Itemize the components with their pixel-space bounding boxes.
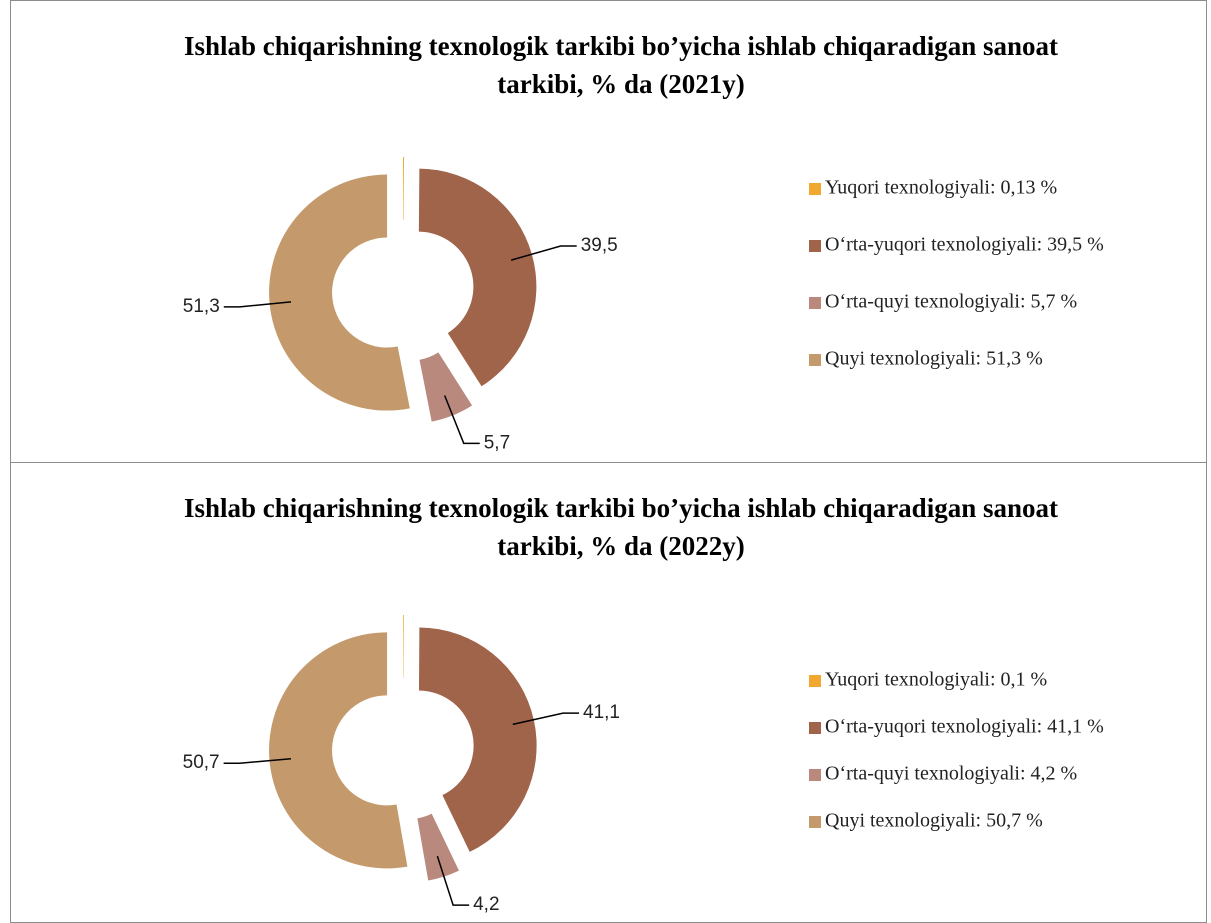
donut-slice xyxy=(403,157,405,221)
legend-swatch xyxy=(809,240,821,252)
legend-label: Yuqori texnologiyali: 0,1 % xyxy=(825,669,1047,691)
donut-slice xyxy=(419,352,473,422)
data-label: 50,7 xyxy=(183,752,220,773)
legend-label: Quyi texnologiyali: 51,3 % xyxy=(825,348,1043,370)
data-label: 5,7 xyxy=(484,432,510,453)
data-label: 4,2 xyxy=(473,894,499,915)
chart-panel: 41,1 4,2 50,7 Yuqori texnologiyali: 0,1 % O‘… xyxy=(10,462,1207,923)
data-label: 39,5 xyxy=(581,235,618,256)
chart-title: Ishlab chiqarishning texnologik tarkibi … xyxy=(184,493,1058,561)
data-label: 51,3 xyxy=(183,296,220,317)
chart-title: Ishlab chiqarishning texnologik tarkibi … xyxy=(184,31,1058,99)
legend-label: Yuqori texnologiyali: 0,13 % xyxy=(825,177,1057,199)
leader-line xyxy=(512,712,580,726)
legend-swatch xyxy=(809,722,821,734)
chart-panel: 39,5 5,7 51,3 Yuqori texnologiyali: 0,13 % O… xyxy=(10,0,1207,463)
donut-slice xyxy=(403,615,404,679)
legend-label: O‘rta-yuqori texnologiyali: 41,1 % xyxy=(825,716,1104,738)
leader-line xyxy=(223,757,291,764)
legend-swatch xyxy=(809,675,821,687)
chart: 41,1 4,2 50,7 Yuqori texnologiyali: 0,1 % O‘… xyxy=(183,615,1104,915)
legend-swatch xyxy=(809,183,821,195)
leader-line xyxy=(436,855,470,906)
data-label: 41,1 xyxy=(583,702,620,723)
donut-slice xyxy=(417,813,459,881)
legend-label: O‘rta-quyi texnologiyali: 5,7 % xyxy=(825,291,1077,313)
leader-line xyxy=(510,245,577,261)
donut-slice xyxy=(418,168,537,387)
legend-swatch xyxy=(809,297,821,309)
legend-label: O‘rta-quyi texnologiyali: 4,2 % xyxy=(825,763,1077,785)
leader-line xyxy=(223,301,292,308)
donut-slice xyxy=(269,632,408,869)
legend-label: O‘rta-yuqori texnologiyali: 39,5 % xyxy=(825,234,1104,256)
legend-swatch xyxy=(809,816,821,828)
legend-swatch xyxy=(809,769,821,781)
leader-line xyxy=(443,395,480,445)
donut-slice xyxy=(418,627,537,852)
chart: 39,5 5,7 51,3 Yuqori texnologiyali: 0,13 % O… xyxy=(183,157,1104,453)
legend-swatch xyxy=(809,354,821,366)
legend-label: Quyi texnologiyali: 50,7 % xyxy=(825,810,1043,832)
donut-slice xyxy=(269,174,410,411)
